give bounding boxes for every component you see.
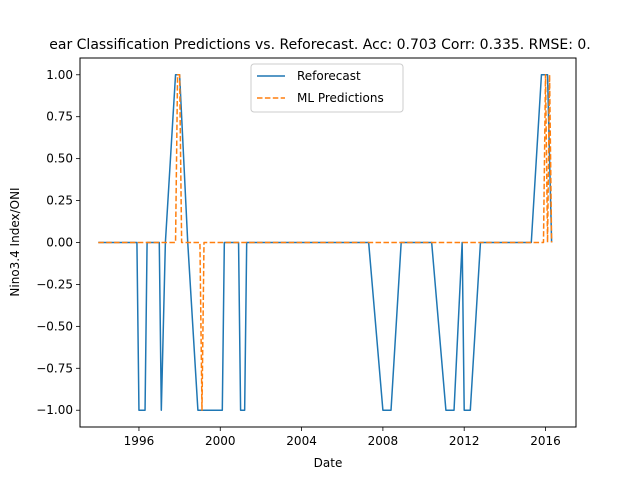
legend-label-ml-predictions: ML Predictions [297,91,384,105]
y-tick-label: 0.50 [46,152,73,166]
legend-box [250,63,404,113]
y-tick-label: 1.00 [46,68,73,82]
series-line-ml-predictions [98,74,553,411]
x-tick-label: 2004 [286,434,317,448]
y-tick-label: 0.75 [46,110,73,124]
plot-area [98,74,553,411]
y-tick-label: 0.25 [46,194,73,208]
series-layer [98,74,553,411]
y-tick-label: −0.50 [36,319,73,333]
x-tick-label: 1996 [124,434,155,448]
x-tick-label: 2016 [530,434,561,448]
x-tick-label: 2008 [368,434,399,448]
x-tick-label: 2000 [205,434,236,448]
y-tick-label: −1.00 [36,403,73,417]
series-line-reforecast [98,74,553,411]
legend: Reforecast ML Predictions [250,63,404,113]
chart-title: ear Classification Predictions vs. Refor… [49,37,590,53]
legend-label-reforecast: Reforecast [297,69,361,83]
x-axis-label: Date [314,456,343,470]
y-tick-label: −0.25 [36,277,73,291]
y-tick-label: 0.00 [46,236,73,250]
y-axis: −1.00 −0.75 −0.50 −0.25 0.00 0.25 0.50 0.75 1.00 [36,68,80,417]
y-tick-label: −0.75 [36,361,73,375]
y-axis-label: Nino3.4 Index/ONI [8,187,22,296]
x-tick-label: 2012 [449,434,480,448]
x-axis: 1996 2000 2004 2008 2012 2016 [124,427,561,448]
